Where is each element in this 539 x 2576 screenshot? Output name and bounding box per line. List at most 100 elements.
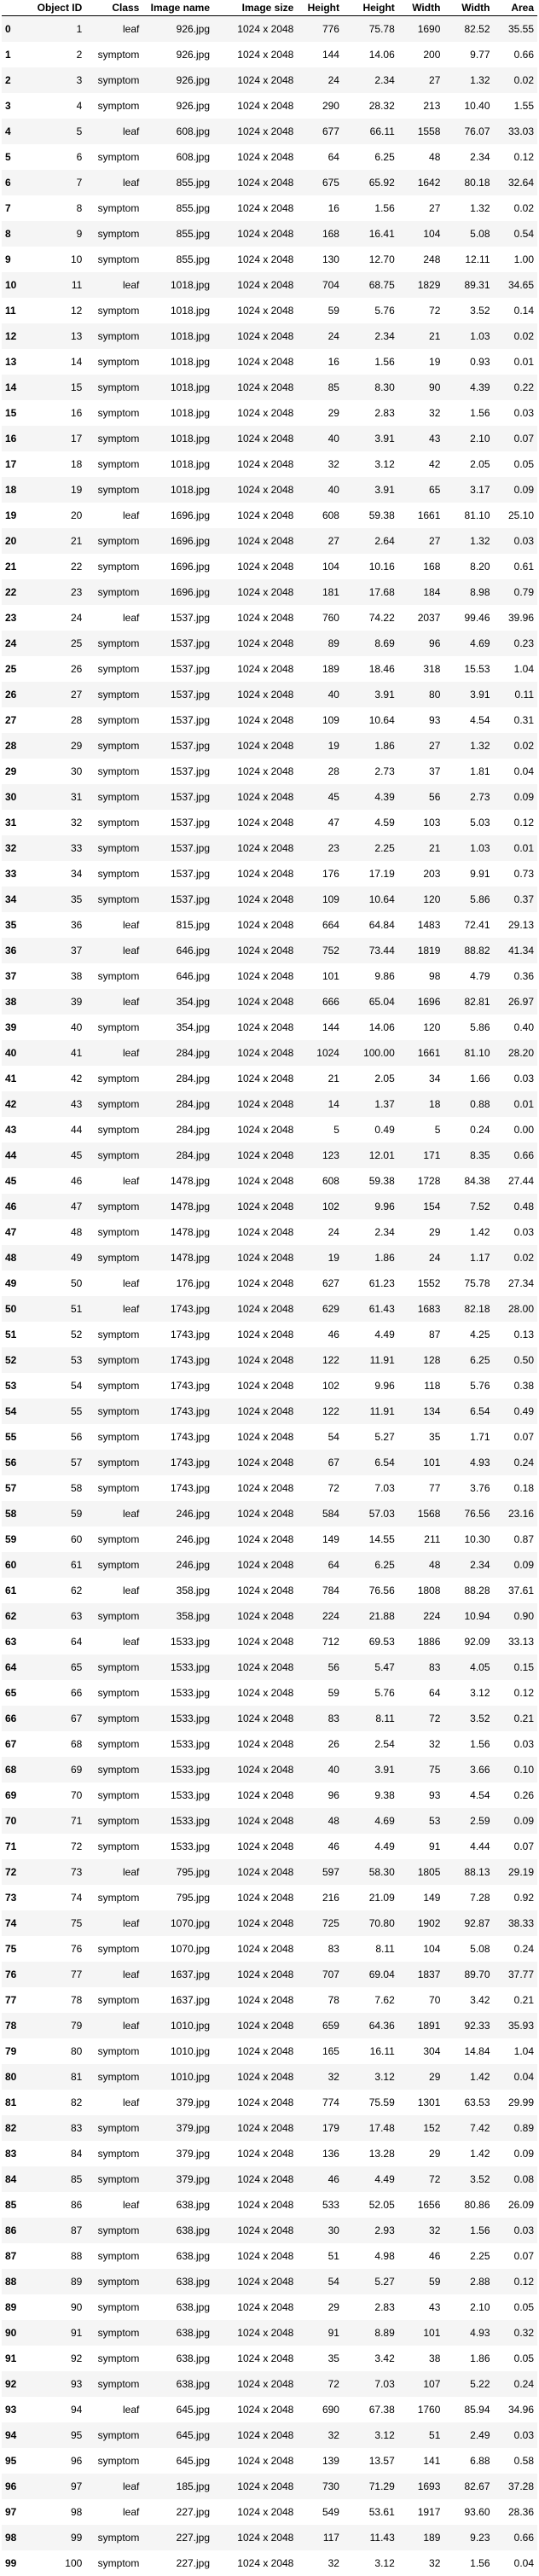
cell-object-id: 7 xyxy=(31,170,86,195)
cell-image-name: 354.jpg xyxy=(142,989,213,1015)
cell-object-id: 46 xyxy=(31,1168,86,1194)
cell-class: symptom xyxy=(85,298,142,323)
cell-width-pct: 4.54 xyxy=(443,707,493,733)
cell-area: 0.10 xyxy=(494,1757,538,1782)
cell-image-name: 855.jpg xyxy=(142,247,213,272)
cell-class: symptom xyxy=(85,1219,142,1245)
cell-object-id: 48 xyxy=(31,1219,86,1245)
cell-area: 0.03 xyxy=(494,400,538,426)
cell-width-px: 1301 xyxy=(398,2090,444,2115)
cell-height-px: 23 xyxy=(297,835,343,861)
cell-class: symptom xyxy=(85,1808,142,1834)
cell-height-px: 91 xyxy=(297,2320,343,2346)
cell-width-px: 59 xyxy=(398,2269,444,2294)
cell-width-px: 65 xyxy=(398,477,444,503)
cell-object-id: 88 xyxy=(31,2243,86,2269)
cell-height-px: 784 xyxy=(297,1578,343,1603)
cell-image-size: 1024 x 2048 xyxy=(213,528,297,554)
cell-area: 0.24 xyxy=(494,2371,538,2397)
cell-height-pct: 18.46 xyxy=(343,656,398,682)
cell-image-size: 1024 x 2048 xyxy=(213,1194,297,1219)
cell-object-id: 75 xyxy=(31,1910,86,1936)
cell-class: symptom xyxy=(85,733,142,759)
cell-object-id: 96 xyxy=(31,2448,86,2474)
cell-image-name: 638.jpg xyxy=(142,2269,213,2294)
cell-image-name: 246.jpg xyxy=(142,1526,213,1552)
cell-class: symptom xyxy=(85,1680,142,1706)
cell-width-pct: 3.91 xyxy=(443,682,493,707)
cell-height-pct: 17.19 xyxy=(343,861,398,887)
cell-area: 32.64 xyxy=(494,170,538,195)
cell-area: 0.90 xyxy=(494,1603,538,1629)
cell-height-pct: 1.56 xyxy=(343,195,398,221)
cell-height-px: 59 xyxy=(297,298,343,323)
row-index: 40 xyxy=(2,1040,31,1066)
cell-height-px: 27 xyxy=(297,528,343,554)
cell-image-size: 1024 x 2048 xyxy=(213,963,297,989)
cell-class: symptom xyxy=(85,93,142,119)
cell-width-pct: 1.56 xyxy=(443,400,493,426)
row-index: 62 xyxy=(2,1603,31,1629)
row-index: 18 xyxy=(2,477,31,503)
cell-image-size: 1024 x 2048 xyxy=(213,1706,297,1731)
cell-width-pct: 0.88 xyxy=(443,1091,493,1117)
cell-height-pct: 2.83 xyxy=(343,400,398,426)
cell-area: 39.96 xyxy=(494,605,538,631)
cell-image-size: 1024 x 2048 xyxy=(213,119,297,144)
cell-height-px: 101 xyxy=(297,963,343,989)
row-index: 9 xyxy=(2,247,31,272)
cell-area: 0.01 xyxy=(494,349,538,375)
cell-area: 28.20 xyxy=(494,1040,538,1066)
cell-height-px: 659 xyxy=(297,2013,343,2038)
cell-width-px: 29 xyxy=(398,2141,444,2166)
cell-image-size: 1024 x 2048 xyxy=(213,682,297,707)
cell-image-name: 1743.jpg xyxy=(142,1450,213,1475)
cell-image-name: 855.jpg xyxy=(142,221,213,247)
cell-image-name: 795.jpg xyxy=(142,1885,213,1910)
row-index: 81 xyxy=(2,2090,31,2115)
cell-height-pct: 21.09 xyxy=(343,1885,398,1910)
cell-class: symptom xyxy=(85,349,142,375)
cell-area: 26.09 xyxy=(494,2192,538,2218)
cell-image-size: 1024 x 2048 xyxy=(213,1603,297,1629)
cell-width-px: 21 xyxy=(398,835,444,861)
cell-class: symptom xyxy=(85,1782,142,1808)
cell-width-px: 24 xyxy=(398,1245,444,1271)
cell-height-pct: 64.84 xyxy=(343,912,398,938)
cell-image-size: 1024 x 2048 xyxy=(213,733,297,759)
cell-class: symptom xyxy=(85,1834,142,1859)
cell-object-id: 55 xyxy=(31,1398,86,1424)
cell-height-px: 109 xyxy=(297,887,343,912)
cell-image-size: 1024 x 2048 xyxy=(213,784,297,810)
cell-height-px: 32 xyxy=(297,2064,343,2090)
cell-class: symptom xyxy=(85,1706,142,1731)
cell-width-px: 248 xyxy=(398,247,444,272)
header-width-pct: Width xyxy=(443,0,493,16)
cell-class: leaf xyxy=(85,2090,142,2115)
cell-width-pct: 88.13 xyxy=(443,1859,493,1885)
row-index: 25 xyxy=(2,656,31,682)
cell-width-px: 83 xyxy=(398,1654,444,1680)
cell-image-size: 1024 x 2048 xyxy=(213,1143,297,1168)
cell-class: leaf xyxy=(85,272,142,298)
cell-width-px: 1690 xyxy=(398,16,444,43)
cell-area: 0.18 xyxy=(494,1475,538,1501)
cell-height-pct: 2.34 xyxy=(343,323,398,349)
cell-height-pct: 11.91 xyxy=(343,1398,398,1424)
cell-width-pct: 3.76 xyxy=(443,1475,493,1501)
cell-image-size: 1024 x 2048 xyxy=(213,579,297,605)
cell-object-id: 18 xyxy=(31,451,86,477)
cell-height-pct: 1.56 xyxy=(343,349,398,375)
cell-width-px: 1728 xyxy=(398,1168,444,1194)
cell-height-px: 704 xyxy=(297,272,343,298)
cell-width-px: 37 xyxy=(398,759,444,784)
